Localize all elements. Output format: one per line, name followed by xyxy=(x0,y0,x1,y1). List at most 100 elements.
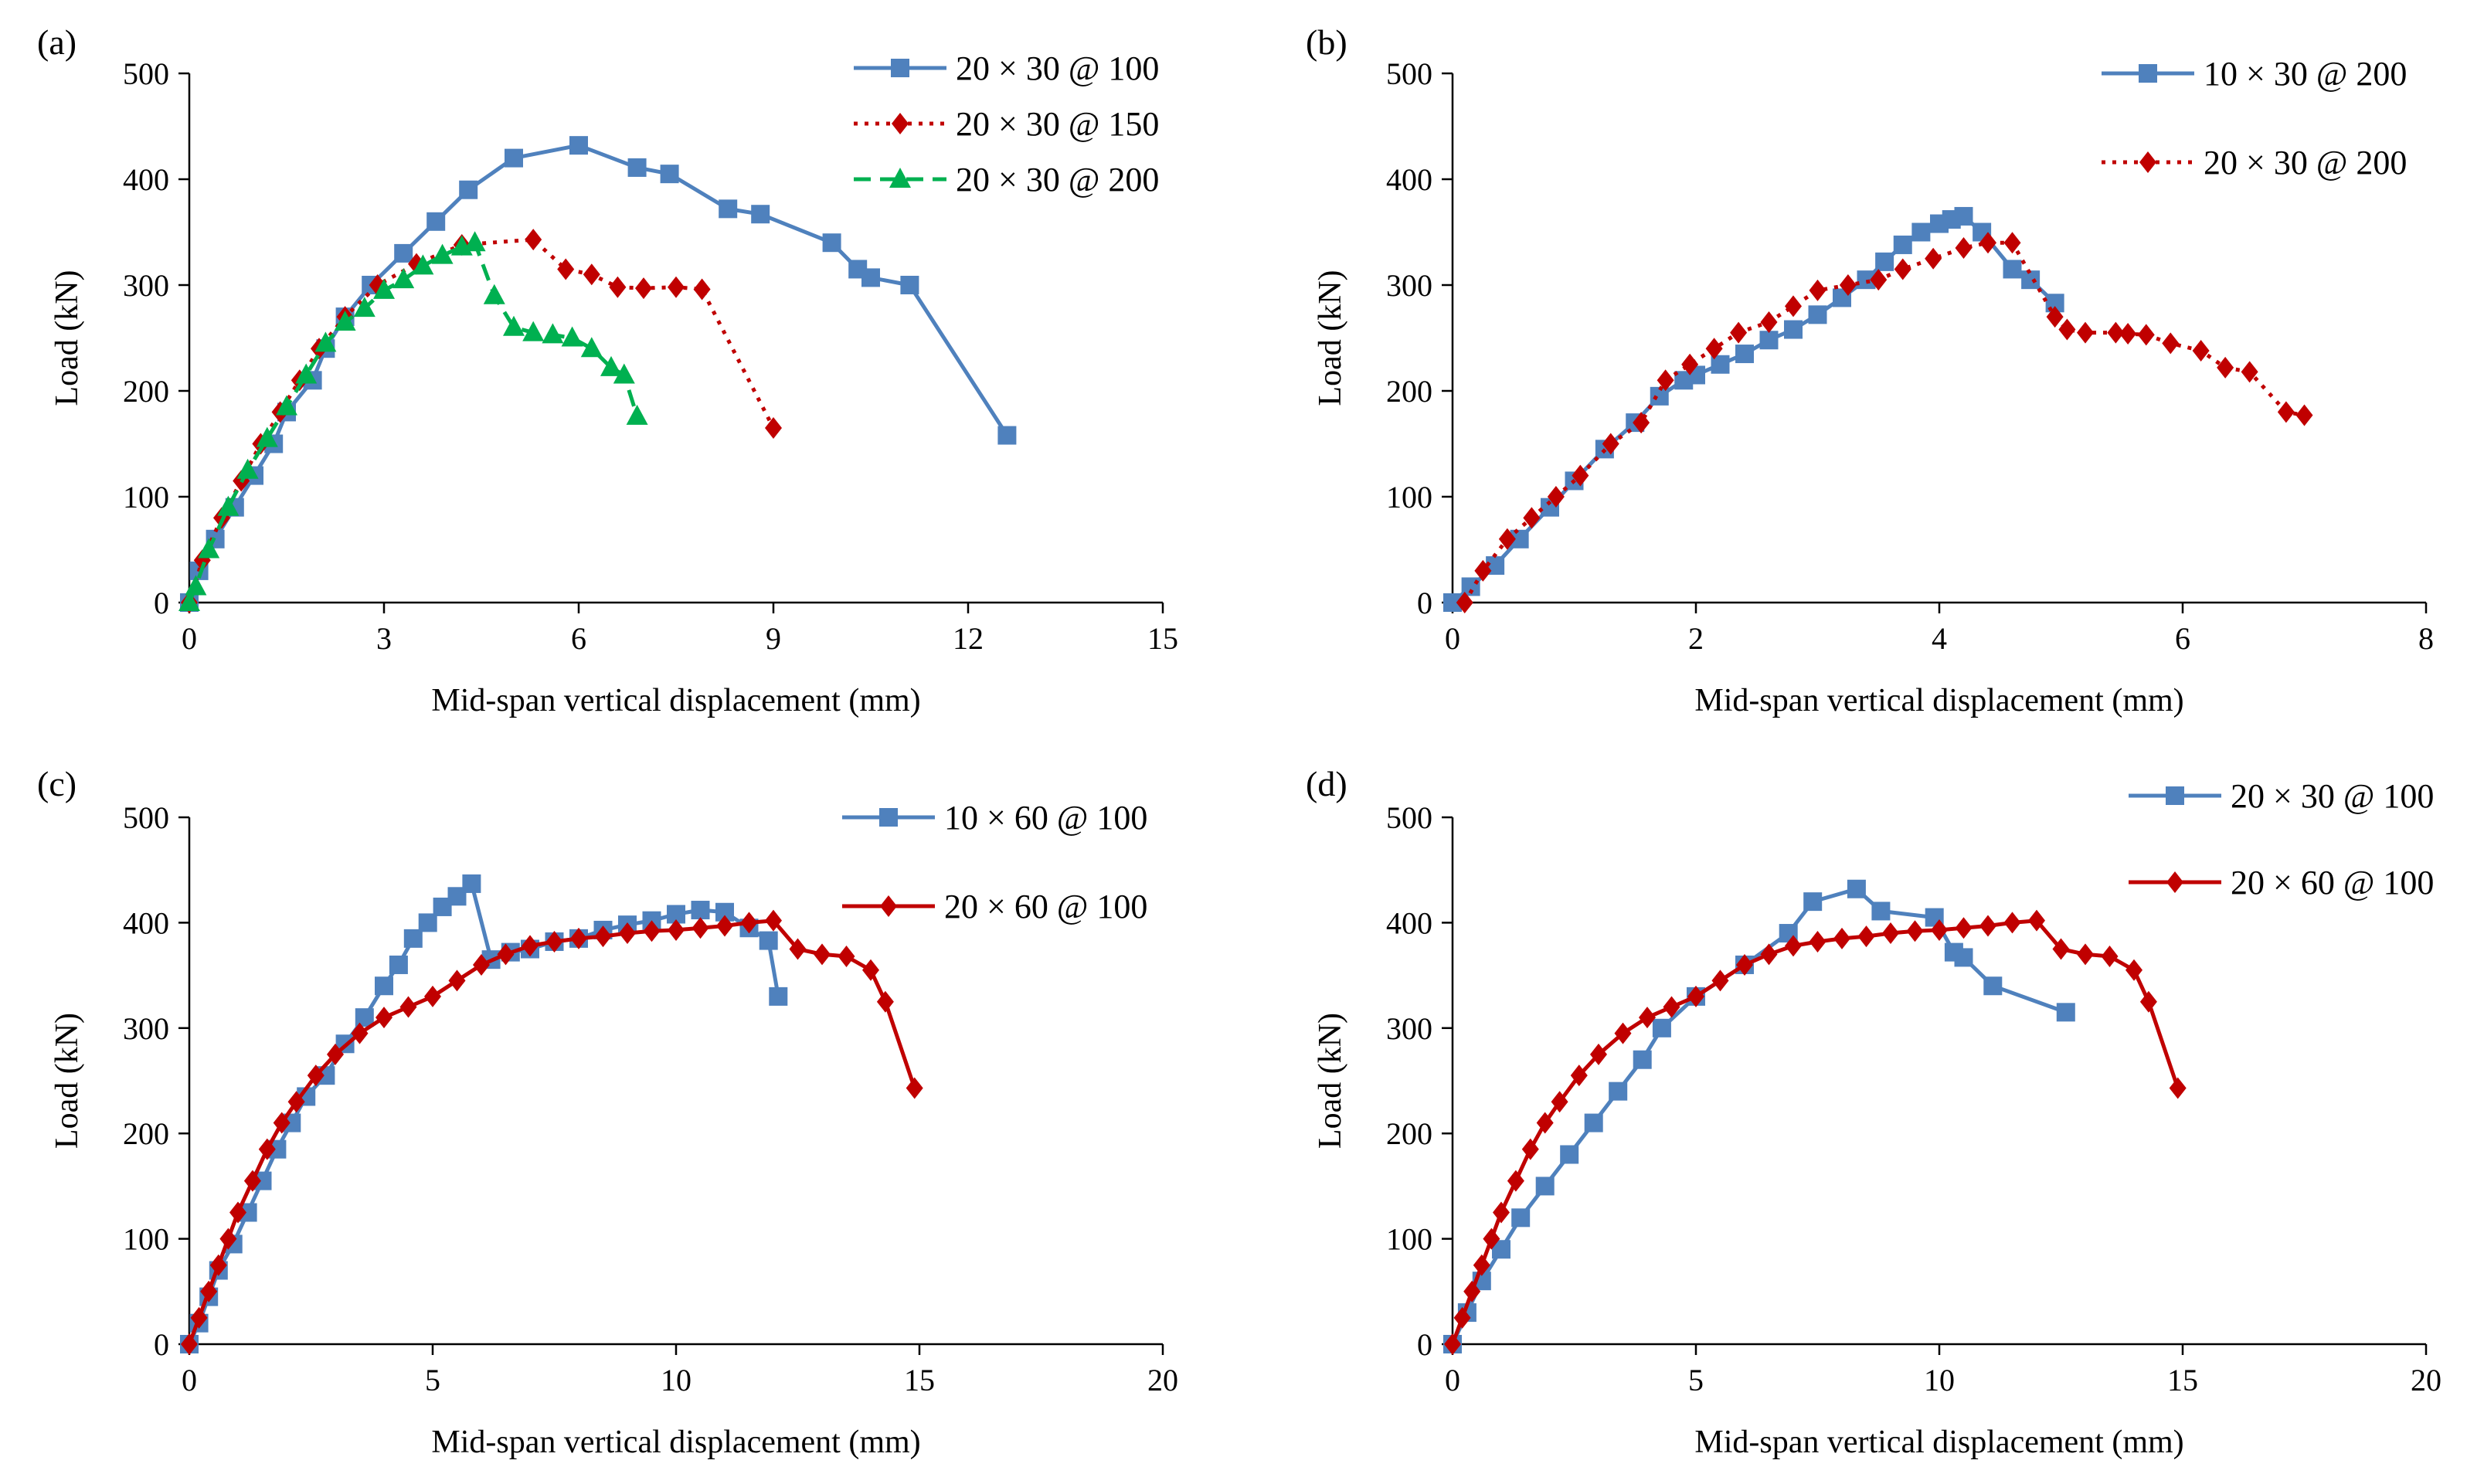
y-tick-label: 200 xyxy=(1386,1116,1432,1151)
data-point xyxy=(635,277,652,300)
x-tick-label: 10 xyxy=(661,1363,692,1397)
data-point xyxy=(219,1228,237,1250)
data-point xyxy=(900,276,919,294)
legend-label: 20 × 30 @ 150 xyxy=(956,105,1159,143)
y-tick-label: 0 xyxy=(154,1327,169,1362)
legend-marker xyxy=(2139,151,2156,173)
series-1 xyxy=(1443,879,2075,1353)
x-tick-label: 9 xyxy=(766,621,781,656)
data-point xyxy=(1650,386,1669,406)
data-point xyxy=(2162,332,2180,355)
data-point xyxy=(1931,919,1948,941)
data-point xyxy=(1687,985,1704,1007)
data-point xyxy=(355,1008,374,1027)
x-tick-label: 15 xyxy=(904,1363,935,1397)
data-point xyxy=(276,395,297,416)
panel-label: (d) xyxy=(1306,764,1347,803)
data-point xyxy=(373,278,395,299)
data-point xyxy=(1955,917,1973,939)
x-tick-label: 5 xyxy=(1688,1363,1704,1397)
data-point xyxy=(1979,232,1996,254)
data-point xyxy=(1955,237,1973,260)
data-point xyxy=(2056,1003,2075,1022)
legend: 20 × 30 @ 100 20 × 60 @ 100 xyxy=(2129,777,2434,902)
data-point xyxy=(693,278,711,301)
x-tick-label: 8 xyxy=(2418,621,2434,656)
legend-label: 20 × 30 @ 200 xyxy=(956,161,1159,199)
data-point xyxy=(619,922,636,945)
series-1 xyxy=(1443,206,2064,612)
data-point xyxy=(1925,247,1942,270)
data-point xyxy=(822,233,841,253)
data-point xyxy=(557,258,575,280)
y-tick-label: 0 xyxy=(1417,1327,1432,1362)
y-tick-label: 100 xyxy=(123,480,169,514)
data-point xyxy=(1511,1208,1531,1228)
data-point xyxy=(256,426,278,447)
data-point xyxy=(545,930,563,953)
data-point xyxy=(295,363,318,384)
series-line xyxy=(1463,240,2305,604)
y-axis-label: Load (kN) xyxy=(1313,270,1348,406)
x-tick-label: 6 xyxy=(2175,621,2190,656)
x-tick-label: 20 xyxy=(1147,1363,1178,1397)
series-2 xyxy=(1456,232,2313,613)
x-tick-label: 6 xyxy=(571,621,586,656)
data-point xyxy=(1551,1091,1568,1113)
data-point xyxy=(561,326,583,347)
series-line xyxy=(187,237,776,603)
data-point xyxy=(2277,401,2295,423)
series-line xyxy=(1450,919,2180,1345)
data-point xyxy=(838,946,855,968)
data-point xyxy=(668,276,685,298)
data-point xyxy=(2139,990,2157,1013)
data-point xyxy=(2003,232,2021,254)
data-point xyxy=(1456,592,1473,613)
data-point xyxy=(594,925,612,948)
data-point xyxy=(2028,909,2045,932)
data-point xyxy=(2125,959,2142,981)
x-tick-label: 2 xyxy=(1688,621,1704,656)
data-point xyxy=(1493,1201,1510,1224)
data-point xyxy=(765,416,782,439)
y-tick-label: 500 xyxy=(123,800,169,835)
legend-label: 20 × 60 @ 100 xyxy=(2231,864,2434,902)
legend: 10 × 60 @ 100 20 × 60 @ 100 xyxy=(842,799,1147,925)
data-point xyxy=(181,1333,198,1355)
data-point xyxy=(1870,269,1888,291)
y-tick-label: 300 xyxy=(1386,268,1432,303)
data-point xyxy=(287,1091,305,1113)
legend-marker xyxy=(892,113,909,134)
data-point xyxy=(2052,938,2070,960)
legend-label: 20 × 30 @ 100 xyxy=(2231,777,2434,815)
data-point xyxy=(1979,915,1996,937)
data-point xyxy=(1894,258,1911,280)
data-point xyxy=(473,953,490,976)
series-line xyxy=(187,240,639,603)
series-line xyxy=(1451,214,2057,604)
data-point xyxy=(2021,270,2041,290)
data-point xyxy=(525,229,542,251)
y-tick-label: 400 xyxy=(123,905,169,940)
data-point xyxy=(243,1170,261,1192)
legend-marker xyxy=(2166,871,2183,893)
data-point xyxy=(1736,953,1753,976)
data-point xyxy=(1857,925,1875,948)
data-point xyxy=(2107,321,2125,344)
data-point xyxy=(769,987,788,1006)
x-axis-label: Mid-span vertical displacement (mm) xyxy=(431,1425,920,1460)
y-tick-label: 400 xyxy=(1386,162,1432,197)
legend-marker xyxy=(889,168,911,188)
legend-label: 20 × 30 @ 100 xyxy=(956,49,1159,87)
data-point xyxy=(1609,1082,1628,1101)
data-point xyxy=(375,1007,392,1029)
data-point xyxy=(789,938,807,960)
y-tick-label: 300 xyxy=(123,268,169,303)
panel-label: (a) xyxy=(37,22,76,62)
data-point xyxy=(580,337,603,358)
series-1 xyxy=(180,136,1017,612)
data-point xyxy=(1657,369,1674,392)
data-point xyxy=(1809,279,1826,301)
data-point xyxy=(2217,356,2234,379)
y-tick-label: 100 xyxy=(1386,480,1432,514)
